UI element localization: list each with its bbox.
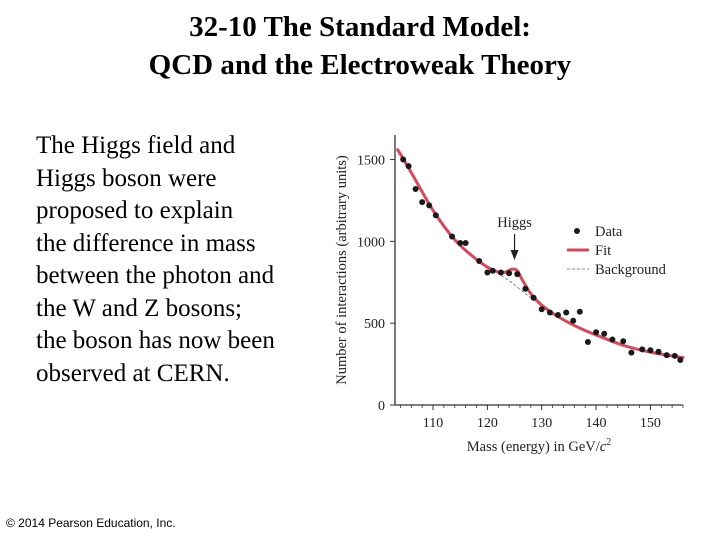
- body-line: the difference in mass: [36, 229, 256, 257]
- data-point: [677, 357, 684, 363]
- slide-title-line-2: QCD and the Electroweak Theory: [148, 49, 572, 81]
- data-point: [628, 349, 635, 356]
- body-line: observed at CERN.: [36, 359, 230, 387]
- x-tick-label: 110: [423, 416, 443, 431]
- data-point: [655, 348, 662, 355]
- data-point: [546, 309, 553, 316]
- legend-label: Data: [595, 224, 623, 240]
- slide-title: 32-10 The Standard Model: QCD and the El…: [0, 8, 720, 84]
- data-point: [489, 267, 496, 274]
- data-point: [405, 163, 412, 170]
- body-line: the W and Z bosons;: [36, 294, 243, 322]
- y-tick-label: 1000: [357, 235, 385, 250]
- data-point: [419, 199, 426, 206]
- body-line: Higgs boson were: [36, 164, 217, 192]
- data-point: [563, 309, 570, 316]
- y-tick-label: 500: [364, 317, 385, 332]
- data-point: [412, 186, 419, 192]
- data-point: [593, 329, 600, 336]
- x-tick-label: 150: [640, 416, 661, 431]
- data-point: [484, 269, 491, 276]
- data-point: [498, 269, 504, 276]
- body-line: the boson has now been: [36, 327, 275, 354]
- higgs-annotation: Higgs: [497, 215, 532, 231]
- data-point: [671, 352, 678, 359]
- data-point: [620, 338, 627, 345]
- legend-marker-data: [574, 228, 580, 234]
- data-point: [506, 270, 513, 277]
- fit-curve: [396, 148, 685, 359]
- body-line: between the photon and: [36, 262, 275, 289]
- legend-label: Background: [595, 262, 667, 278]
- data-point: [400, 156, 407, 163]
- data-point: [514, 271, 521, 278]
- data-point: [570, 317, 577, 324]
- data-point: [609, 336, 616, 343]
- y-tick-label: 1500: [357, 154, 385, 169]
- data-point: [432, 212, 439, 219]
- data-point: [538, 306, 545, 313]
- x-tick-label: 140: [586, 416, 607, 431]
- data-point: [457, 240, 464, 246]
- data-point: [663, 352, 670, 359]
- data-point: [584, 339, 591, 345]
- data-point: [601, 330, 608, 337]
- data-point: [530, 294, 537, 301]
- data-point: [426, 202, 433, 209]
- body-line: The Higgs field and: [36, 132, 236, 159]
- body-line: proposed to explain: [36, 197, 234, 224]
- y-axis-label: Number of interactions (arbitrary units): [334, 155, 350, 385]
- data-point: [462, 240, 469, 246]
- y-tick-label: 0: [378, 399, 385, 414]
- data-point: [639, 346, 646, 353]
- x-tick-label: 120: [477, 416, 498, 431]
- x-axis-label: Mass (energy) in GeV/c2: [467, 437, 611, 455]
- body-text: The Higgs field and Higgs boson were pro…: [36, 130, 326, 390]
- data-point: [555, 312, 561, 318]
- slide-title-line-1: 32-10 The Standard Model:: [189, 11, 531, 43]
- data-point: [449, 233, 456, 240]
- x-tick-label: 130: [531, 416, 552, 431]
- data-point: [647, 347, 654, 354]
- copyright-notice: © 2014 Pearson Education, Inc.: [6, 516, 176, 530]
- data-point: [476, 258, 483, 264]
- data-point: [522, 285, 529, 292]
- higgs-arrow-head: [510, 250, 519, 260]
- legend-label: Fit: [595, 243, 611, 259]
- data-point: [576, 308, 583, 315]
